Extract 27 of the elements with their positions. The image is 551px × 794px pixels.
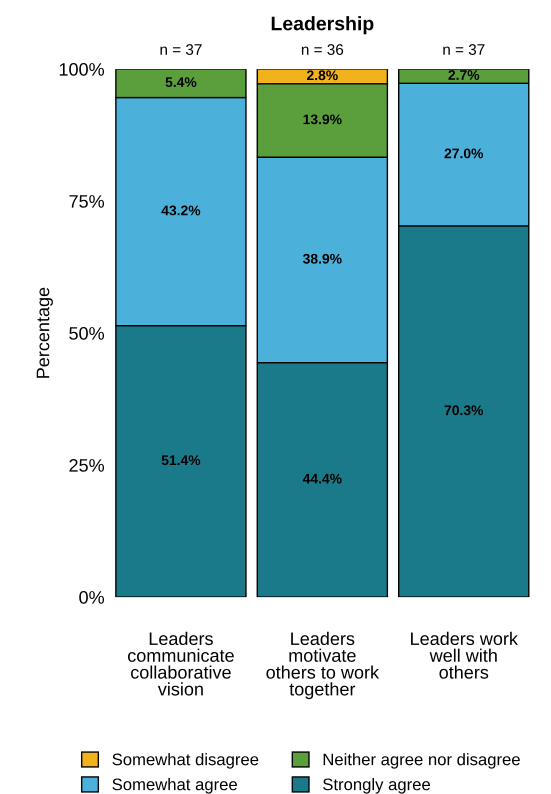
y-tick-label: 100% [60,63,104,76]
data-label: 2.7% [448,70,480,80]
data-label: 51.4% [162,455,200,466]
chart-title: Leadership [272,16,374,34]
data-label: 13.9% [304,114,342,124]
legend-label: Neither agree nor disagree [324,753,520,769]
y-tick-label: 25% [69,459,104,472]
y-tick-label: 0% [79,591,104,604]
y-axis-title: Percentage [36,288,53,378]
legend-label: Somewhat agree [112,778,237,794]
data-label: 5.4% [166,77,196,88]
y-tick-label: 50% [69,327,104,340]
x-tick-label: Leaders work well with others [411,632,518,679]
data-label: 27.0% [444,148,484,158]
data-label: 70.3% [444,405,484,416]
data-label: 2.8% [306,70,338,80]
x-tick-label: Leaders communicate collaborative vision [128,632,234,696]
annotation: n = 37 [160,44,202,55]
annotation: n = 37 [443,44,484,55]
annotation: n = 36 [302,44,344,55]
legend-label: Somewhat disagree [112,753,258,769]
legend-label: Strongly agree [323,778,430,794]
y-tick-label: 75% [69,195,104,208]
data-label: 38.9% [302,254,342,264]
data-label: 44.4% [302,474,342,484]
data-label: 43.2% [161,206,200,216]
x-tick-label: Leaders motivate others to work together [266,632,380,700]
